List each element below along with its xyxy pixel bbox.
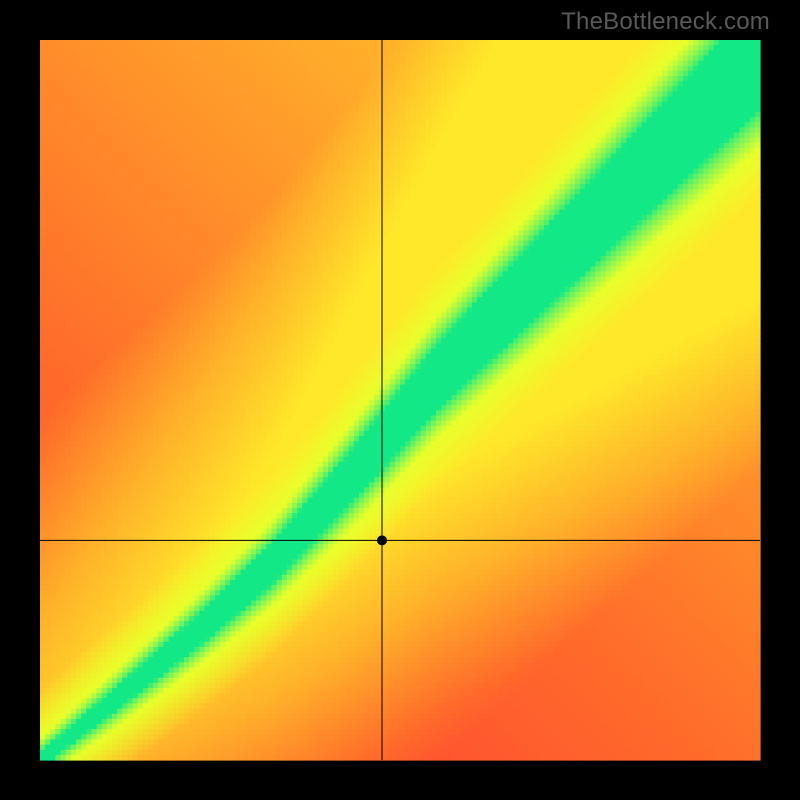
crosshair-point [377,535,387,545]
watermark-text: TheBottleneck.com [561,8,770,36]
heatmap-chart [0,0,800,800]
heatmap-cells [40,40,761,761]
chart-container: TheBottleneck.com [0,0,800,800]
